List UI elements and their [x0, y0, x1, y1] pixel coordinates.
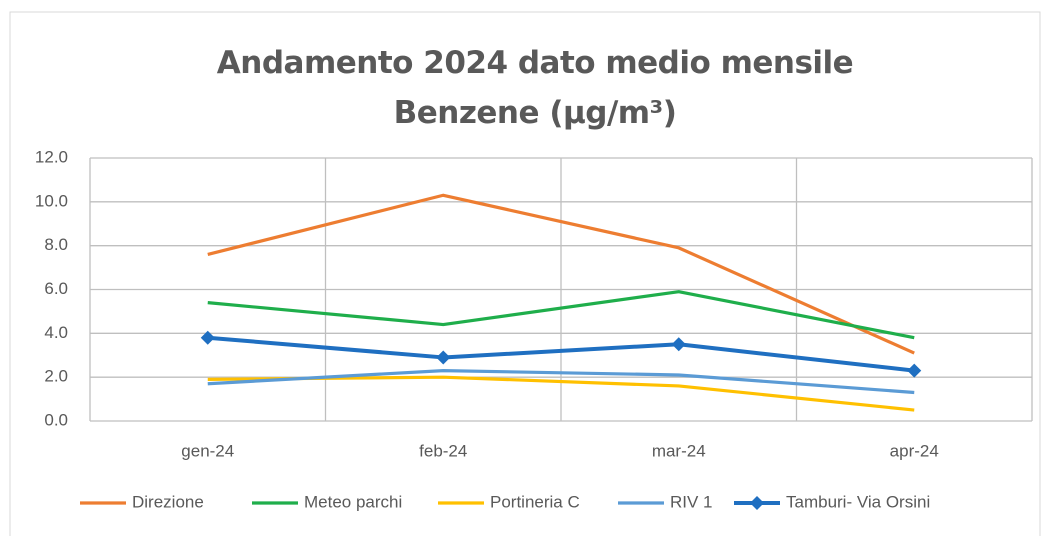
- y-tick-label: 6.0: [44, 279, 68, 298]
- series-line: [207, 368, 915, 395]
- point-marker: [907, 363, 922, 378]
- point-marker: [671, 337, 686, 352]
- legend-label: RIV 1: [670, 492, 713, 511]
- x-tick-label: mar-24: [652, 441, 706, 460]
- point-marker: [436, 350, 451, 365]
- chart-border: [9, 11, 1041, 536]
- legend-label: Meteo parchi: [304, 492, 402, 511]
- y-tick-label: 12.0: [35, 147, 68, 166]
- y-tick-label: 4.0: [44, 323, 68, 342]
- y-tick-label: 10.0: [35, 191, 68, 210]
- legend-label: Portineria C: [490, 492, 580, 511]
- y-tick-label: 8.0: [44, 235, 68, 254]
- y-tick-label: 2.0: [44, 367, 68, 386]
- series-line: [207, 193, 915, 355]
- y-tick-label: 0.0: [44, 410, 68, 429]
- series-line: [207, 335, 915, 373]
- x-tick-label: apr-24: [890, 441, 939, 460]
- series-line: [207, 290, 915, 340]
- point-marker: [200, 330, 215, 345]
- chart-title: Andamento 2024 dato medio mensile Benzen…: [216, 45, 854, 131]
- legend-marker: [750, 496, 764, 510]
- x-tick-label: feb-24: [419, 441, 467, 460]
- legend-label: Tamburi- Via Orsini: [786, 492, 930, 511]
- legend-label: Direzione: [132, 492, 204, 511]
- x-tick-label: gen-24: [181, 441, 234, 460]
